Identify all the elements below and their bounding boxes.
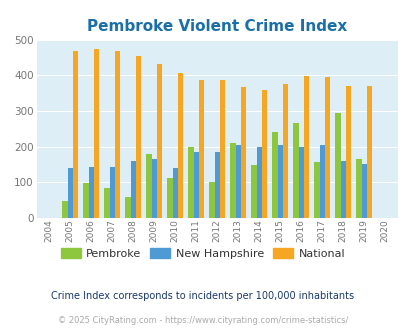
Bar xyxy=(188,147,193,218)
Bar xyxy=(277,146,282,218)
Bar xyxy=(261,90,266,218)
Bar xyxy=(130,161,135,218)
Bar xyxy=(272,132,277,218)
Bar xyxy=(219,80,224,218)
Bar xyxy=(88,167,94,218)
Bar xyxy=(125,197,130,218)
Text: © 2025 CityRating.com - https://www.cityrating.com/crime-statistics/: © 2025 CityRating.com - https://www.city… xyxy=(58,316,347,325)
Bar xyxy=(94,49,99,218)
Bar xyxy=(282,84,288,218)
Bar xyxy=(198,80,204,218)
Bar xyxy=(240,87,245,218)
Bar xyxy=(335,113,340,218)
Bar xyxy=(72,50,78,218)
Bar xyxy=(193,152,198,218)
Legend: Pembroke, New Hampshire, National: Pembroke, New Hampshire, National xyxy=(56,244,349,263)
Bar xyxy=(303,76,308,218)
Bar xyxy=(319,146,324,218)
Bar xyxy=(293,123,298,218)
Bar xyxy=(156,64,162,218)
Bar xyxy=(361,164,366,218)
Bar xyxy=(62,201,67,218)
Bar xyxy=(115,51,120,218)
Bar xyxy=(251,165,256,218)
Title: Pembroke Violent Crime Index: Pembroke Violent Crime Index xyxy=(87,19,347,34)
Bar xyxy=(324,77,329,218)
Text: Crime Index corresponds to incidents per 100,000 inhabitants: Crime Index corresponds to incidents per… xyxy=(51,291,354,301)
Bar xyxy=(366,86,371,218)
Bar xyxy=(67,168,72,218)
Bar xyxy=(172,168,177,218)
Bar xyxy=(345,86,350,218)
Bar xyxy=(230,143,235,218)
Bar xyxy=(109,167,115,218)
Bar xyxy=(209,182,214,218)
Bar xyxy=(356,159,361,218)
Bar xyxy=(177,74,183,218)
Bar xyxy=(151,159,156,218)
Bar xyxy=(104,188,109,218)
Bar xyxy=(214,152,219,218)
Bar xyxy=(167,178,172,218)
Bar xyxy=(83,183,88,218)
Bar xyxy=(146,154,151,218)
Bar xyxy=(135,56,141,218)
Bar xyxy=(235,146,240,218)
Bar xyxy=(313,162,319,218)
Bar xyxy=(298,147,303,218)
Bar xyxy=(256,147,261,218)
Bar xyxy=(340,161,345,218)
